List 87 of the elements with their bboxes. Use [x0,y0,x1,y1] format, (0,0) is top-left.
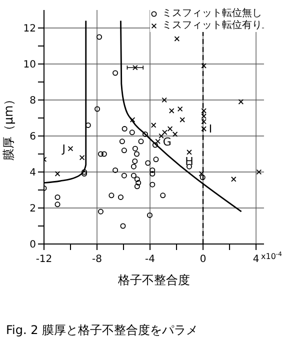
point [150,182,156,188]
point [145,160,151,166]
y-axis-title: 膜厚（μm） [1,93,16,161]
point [167,126,173,132]
point [160,192,166,198]
y-tick-label: 8 [30,96,36,107]
point [132,64,138,70]
point [132,158,138,164]
point [150,171,156,177]
point [150,167,156,173]
point [96,34,102,40]
point [153,156,159,162]
y-tick-label: 12 [23,24,36,35]
point [130,172,136,178]
point [136,180,142,186]
point [112,70,118,76]
point [101,151,107,157]
y-tick-label: 2 [30,204,36,215]
annotation: H [185,155,194,168]
point [120,223,126,229]
point [94,106,100,112]
x-tick-label: -8 [92,254,102,265]
point [132,146,138,152]
point [129,130,135,136]
y-tick-label: 4 [30,168,36,179]
point [130,164,136,170]
point [200,174,206,180]
x-tick-label: 4 [252,254,260,265]
point [142,131,148,137]
point [54,202,60,208]
x-tick-label: 0 [200,254,206,265]
point [54,194,60,200]
point [238,99,244,104]
point [118,194,124,200]
point [121,172,127,178]
point [134,184,140,190]
point [138,138,144,144]
y-tick-label: 6 [30,132,36,143]
point [155,138,160,144]
y-tick-label: 0 [30,240,36,251]
y-tick-label: 10 [23,60,36,71]
point [177,106,183,112]
point [79,154,85,160]
point [180,117,186,122]
point [122,126,128,132]
annotation: I [208,122,212,136]
point [201,63,206,68]
point [198,171,204,176]
point [85,122,91,128]
point [108,192,114,198]
point [98,208,104,214]
text: x10$^{-4}$ [261,250,282,261]
point [134,176,140,182]
x-axis-title: 格子不整合度 [117,273,190,287]
annotation: J [61,142,66,156]
point [231,176,236,182]
point [82,171,88,177]
point [201,114,206,119]
point [82,169,88,175]
point [201,118,206,124]
point [121,148,127,154]
point [119,138,125,144]
point [201,126,206,132]
point [134,151,140,157]
point [168,108,174,114]
x-tick-label: -4 [145,254,156,265]
point [201,108,206,114]
caption: Fig. 2 膜厚と格子不整合度をパラメ [5,322,200,339]
point [152,142,158,148]
legend-label: ミスフィット転位有り [162,20,262,32]
point [162,130,168,136]
point [158,133,164,139]
point [172,132,178,137]
point [256,169,262,175]
x-tick-label: -12 [36,254,52,265]
point [150,122,156,128]
point [54,171,60,176]
point [147,212,153,218]
point [162,97,167,103]
point [68,146,74,152]
point [112,167,118,173]
annotation: G [162,135,172,148]
legend-label: ミスフィット転位無し [162,8,262,20]
point [174,36,180,42]
point [186,150,192,155]
point [98,151,104,157]
point [130,117,136,122]
